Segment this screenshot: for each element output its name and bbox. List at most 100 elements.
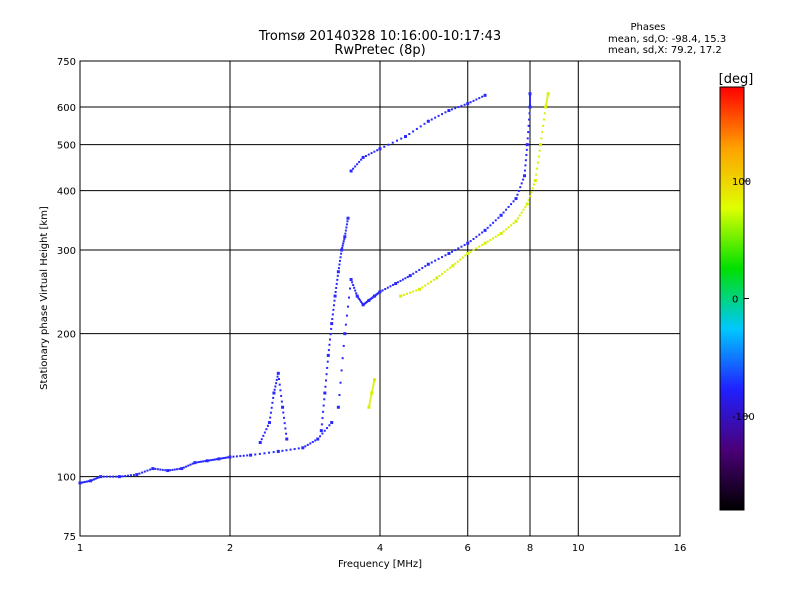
y-axis-label: Stationary phase Virtual Height [km] [39, 206, 50, 390]
data-point [324, 379, 327, 382]
data-point [320, 423, 323, 426]
data-point [272, 391, 276, 395]
data-point [370, 394, 373, 397]
data-point [276, 375, 279, 378]
data-point [412, 272, 415, 275]
data-point [430, 118, 433, 121]
trace [319, 216, 350, 433]
x-tick-label: 1 [77, 543, 83, 554]
data-point [395, 139, 398, 142]
data-point [333, 299, 336, 302]
data-point [537, 155, 540, 158]
data-point [546, 97, 549, 100]
data-point [507, 205, 510, 208]
data-point [132, 473, 135, 476]
data-point [228, 455, 232, 459]
data-point [258, 452, 261, 455]
data-point [463, 103, 466, 106]
data-point [358, 297, 361, 300]
data-point [545, 103, 548, 106]
data-point [91, 479, 94, 482]
data-point [518, 214, 521, 217]
data-point [369, 399, 372, 402]
data-point [311, 440, 314, 443]
data-point [529, 99, 531, 102]
data-point [434, 259, 437, 262]
data-point [444, 111, 447, 114]
data-point [535, 173, 538, 176]
data-point [531, 187, 534, 190]
data-point [376, 149, 379, 152]
data-point [443, 270, 446, 273]
data-point [282, 411, 285, 414]
data-point [412, 290, 415, 293]
data-point [400, 137, 403, 140]
data-point [430, 280, 433, 283]
data-point [432, 278, 435, 281]
data-point [249, 453, 253, 457]
data-point [330, 322, 334, 326]
data-point [269, 411, 272, 414]
data-point [94, 477, 97, 480]
data-point [520, 182, 523, 185]
data-point [189, 463, 192, 466]
data-point [271, 401, 274, 404]
data-point [345, 226, 348, 229]
data-point [546, 94, 549, 97]
data-point [339, 381, 342, 384]
data-point [195, 461, 198, 464]
data-point [524, 164, 527, 167]
data-point [378, 147, 382, 151]
data-point [334, 291, 337, 294]
data-point [538, 149, 541, 152]
data-point [424, 265, 427, 268]
data-point [281, 405, 285, 409]
data-point [82, 481, 85, 484]
y-tick-label: 400 [57, 187, 76, 198]
data-point [522, 208, 525, 211]
data-point [447, 108, 451, 112]
data-point [227, 456, 230, 459]
data-point [512, 222, 515, 225]
data-point [512, 200, 515, 203]
data-point [381, 289, 384, 292]
data-point [475, 247, 478, 250]
data-point [419, 125, 422, 128]
data-point [331, 313, 334, 316]
phases-o-mode: mean, sd,O: -98.4, 15.3 [608, 34, 726, 45]
data-point [446, 268, 449, 271]
data-point [457, 106, 460, 109]
data-point [267, 421, 271, 425]
data-point [254, 453, 257, 456]
data-point [483, 241, 487, 245]
x-tick-label: 10 [572, 543, 585, 554]
data-point [507, 226, 510, 229]
data-point [343, 235, 347, 239]
data-point [520, 211, 523, 214]
data-point [441, 272, 444, 275]
x-tick-label: 4 [377, 543, 383, 554]
data-point [352, 167, 355, 170]
data-point [268, 451, 271, 454]
data-point [364, 154, 367, 157]
data-point [278, 377, 281, 380]
data-point [502, 230, 505, 233]
data-point [415, 127, 418, 130]
data-point [221, 457, 224, 460]
data-point [341, 357, 344, 360]
data-point [343, 332, 347, 336]
phases-heading: Phases [630, 22, 665, 33]
colorbar [719, 86, 745, 511]
data-point [200, 460, 203, 463]
data-point [415, 270, 418, 273]
data-point [372, 295, 375, 298]
data-point [242, 454, 245, 457]
data-point [344, 229, 347, 232]
data-point [342, 344, 345, 347]
data-point [361, 155, 365, 159]
data-point [466, 102, 470, 106]
colorbar-tick-label: -100 [732, 412, 755, 423]
trace [258, 371, 289, 445]
data-point [336, 405, 340, 409]
